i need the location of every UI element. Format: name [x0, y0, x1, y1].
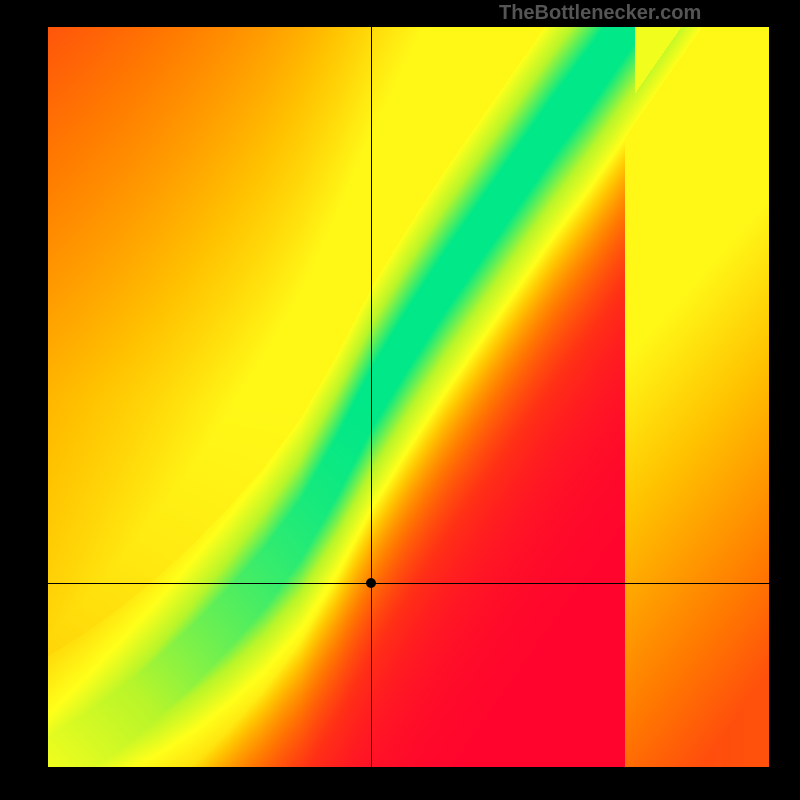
crosshair-vertical	[371, 27, 372, 767]
crosshair-horizontal	[48, 583, 769, 584]
watermark-text: TheBottlenecker.com	[499, 2, 701, 25]
bottleneck-heatmap	[48, 27, 769, 767]
